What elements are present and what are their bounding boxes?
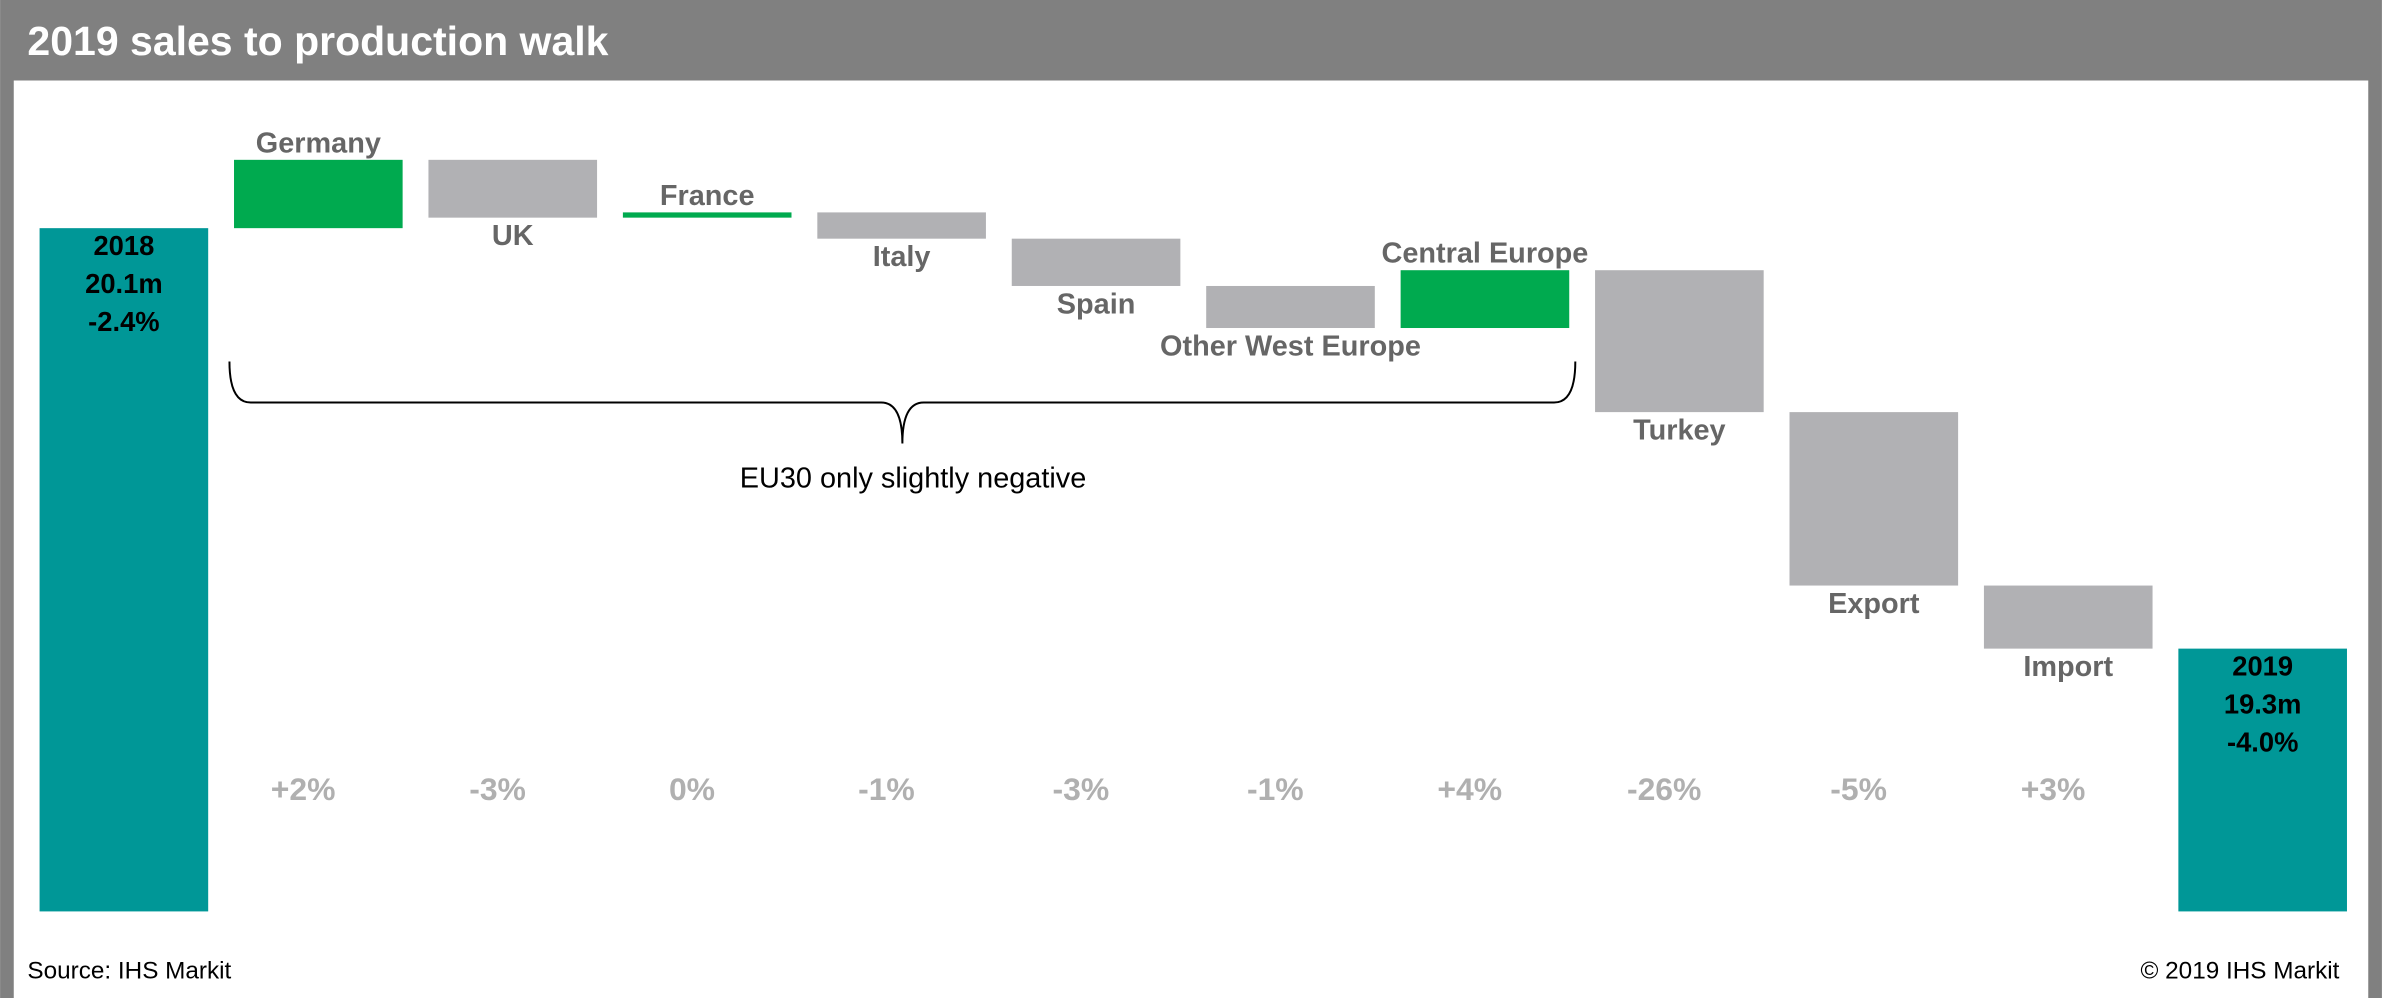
total-label: 20.1m [85, 268, 163, 299]
step-bar [817, 212, 986, 239]
category-label: Spain [1057, 288, 1136, 320]
change-label: -3% [1053, 771, 1110, 807]
category-label: Import [2023, 651, 2113, 683]
total-bar [2178, 648, 2347, 912]
total-label: 2019 [2232, 651, 2293, 682]
annotation: EU30 only slightly negative [740, 463, 1087, 495]
plot-area [13, 80, 2369, 998]
change-label: -1% [858, 771, 915, 807]
category-label: UK [492, 220, 534, 252]
total-label: 2018 [93, 230, 154, 261]
change-label: -5% [1830, 771, 1887, 807]
change-label: +2% [271, 771, 336, 807]
total-bar [39, 228, 209, 912]
chart-title: 2019 sales to production walk [27, 18, 608, 64]
total-label: -2.4% [88, 306, 159, 337]
change-label: -26% [1627, 771, 1701, 807]
category-label: Turkey [1633, 414, 1726, 446]
step-bar [1400, 270, 1570, 329]
change-label: -1% [1247, 771, 1304, 807]
change-label: 0% [669, 771, 715, 807]
step-bar [234, 159, 403, 229]
change-label: -3% [469, 771, 526, 807]
change-label: +3% [2021, 771, 2086, 807]
step-bar [428, 159, 598, 218]
total-label: 19.3m [2224, 689, 2302, 720]
category-label: Export [1828, 588, 1920, 620]
step-bar [1011, 238, 1181, 286]
category-label: Germany [256, 127, 381, 159]
copyright: © 2019 IHS Markit [2141, 958, 2340, 985]
change-label: +4% [1437, 771, 1502, 807]
source: Source: IHS Markit [27, 958, 231, 985]
step-bar [1206, 285, 1375, 329]
category-label: Other West Europe [1160, 330, 1421, 362]
category-label: Central Europe [1381, 238, 1588, 270]
step-bar [622, 212, 792, 218]
step-bar [1983, 585, 2153, 649]
total-label: -4.0% [2227, 727, 2298, 758]
category-label: Italy [873, 241, 931, 273]
step-bar [1789, 412, 1959, 586]
step-bar [1595, 270, 1764, 413]
brace [228, 361, 1577, 444]
category-label: France [660, 180, 755, 212]
